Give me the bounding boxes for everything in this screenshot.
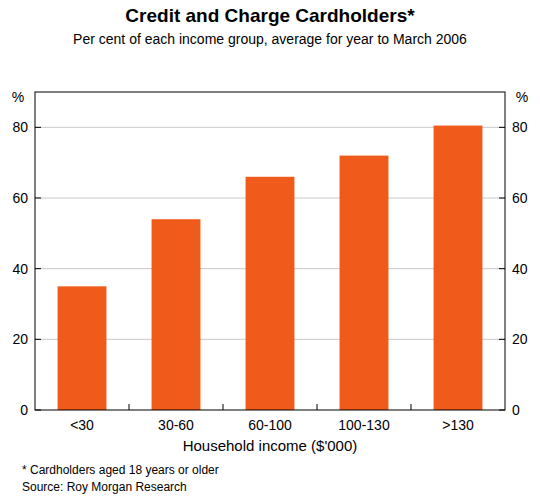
title: Credit and Charge Cardholders* <box>125 5 415 26</box>
y-tick-label: 40 <box>12 261 28 277</box>
tick-right <box>499 268 505 269</box>
y-tick-label-right: 60 <box>512 190 528 206</box>
y-axis-label-right: % <box>516 89 528 105</box>
y-tick-label: 0 <box>20 402 28 418</box>
chart-container: Credit and Charge Cardholders* Per cent o… <box>0 0 540 504</box>
x-axis-label: Household income ($'000) <box>183 437 358 454</box>
x-tick <box>223 404 224 410</box>
x-tick-label: <30 <box>70 417 94 433</box>
bars <box>58 126 483 410</box>
y-tick-label: 60 <box>12 190 28 206</box>
y-tick-label: 80 <box>12 119 28 135</box>
y-tick-label: 20 <box>12 331 28 347</box>
plot-frame <box>35 92 505 410</box>
x-tick-label: >130 <box>442 417 474 433</box>
y-tick-label-right: 80 <box>512 119 528 135</box>
tick-left <box>35 198 41 199</box>
y-tick-label-right: 20 <box>512 331 528 347</box>
tick-left <box>35 268 41 269</box>
bar <box>58 286 107 410</box>
tick-right <box>499 339 505 340</box>
subtitle: Per cent of each income group, average f… <box>73 31 467 47</box>
x-tick <box>411 404 412 410</box>
x-tick-label: 30-60 <box>158 417 194 433</box>
x-tick-label: 60-100 <box>248 417 292 433</box>
footnote: * Cardholders aged 18 years or older <box>22 463 219 477</box>
tick-right <box>499 127 505 128</box>
bar <box>152 219 201 410</box>
chart-svg: Credit and Charge Cardholders* Per cent o… <box>0 0 540 504</box>
tick-left <box>35 339 41 340</box>
y-tick-label-right: 0 <box>512 402 520 418</box>
bar <box>434 126 483 410</box>
y-tick-label-right: 40 <box>512 261 528 277</box>
x-tick <box>129 404 130 410</box>
bar <box>246 177 295 410</box>
tick-left <box>35 127 41 128</box>
y-axis-label: % <box>12 89 24 105</box>
x-tick-label: 100-130 <box>338 417 390 433</box>
source: Source: Roy Morgan Research <box>22 480 187 494</box>
tick-right <box>499 198 505 199</box>
bar <box>340 156 389 410</box>
x-tick <box>317 404 318 410</box>
